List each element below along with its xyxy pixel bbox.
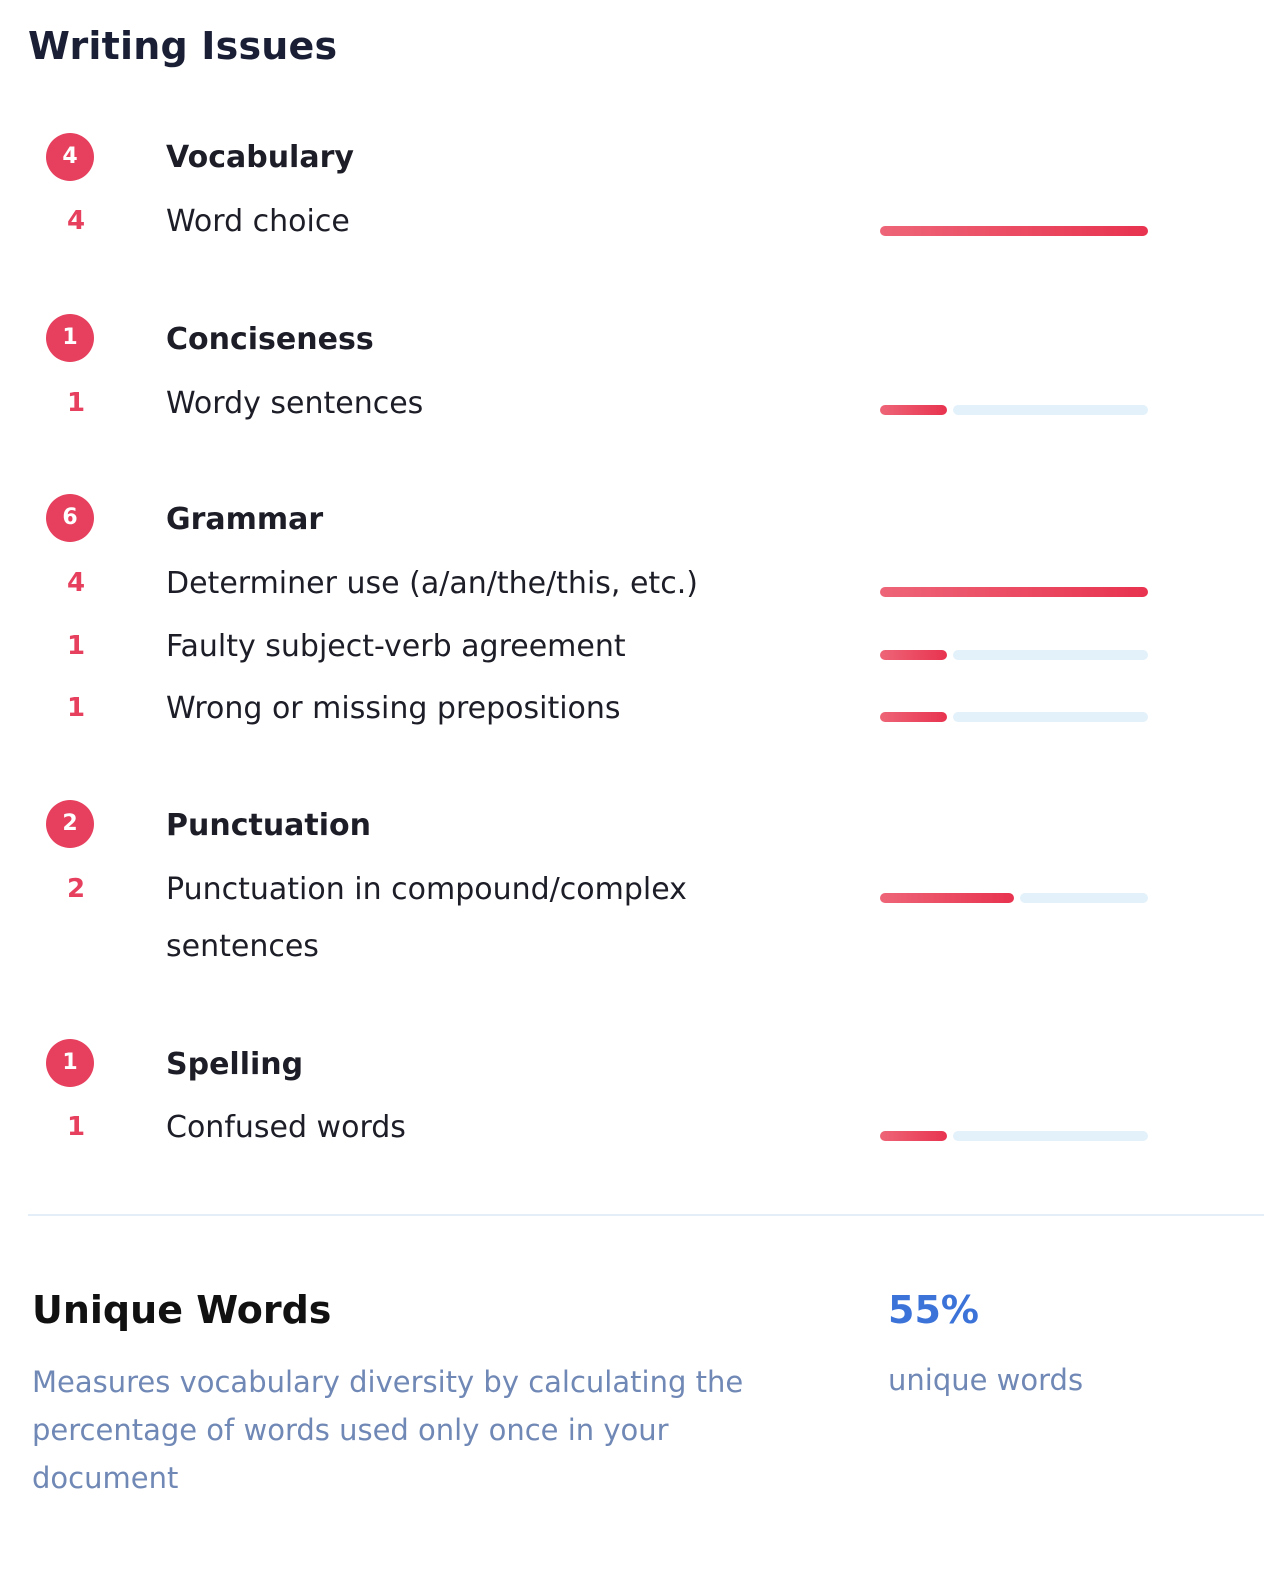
bar-fill — [880, 712, 947, 722]
category-title-spelling: Spelling — [166, 1047, 304, 1082]
bar-fill — [880, 405, 947, 415]
issue-label[interactable]: Wordy sentences — [166, 386, 424, 421]
issue-count: 1 — [66, 1112, 86, 1142]
bar-track — [953, 650, 1148, 660]
issue-label[interactable]: Determiner use (a/an/the/this, etc.) — [166, 566, 698, 601]
issue-bar — [880, 405, 1148, 415]
category-count-badge: 1 — [46, 314, 94, 362]
issue-label[interactable]: Faulty subject-verb agreement — [166, 629, 626, 664]
issue-bar — [880, 226, 1148, 236]
category-count-badge: 1 — [46, 1039, 94, 1087]
bar-track — [953, 1131, 1148, 1141]
category-title-grammar: Grammar — [166, 502, 324, 537]
issue-bar — [880, 1131, 1148, 1141]
category-title-conciseness: Conciseness — [166, 322, 374, 357]
issue-label[interactable]: Confused words — [166, 1110, 406, 1145]
category-title-punctuation: Punctuation — [166, 808, 372, 843]
issue-count: 4 — [66, 568, 86, 598]
bar-fill — [880, 226, 1148, 236]
unique-words-description: Measures vocabulary diversity by calcula… — [32, 1365, 744, 1495]
category-title-vocabulary: Vocabulary — [166, 140, 354, 175]
unique-words-caption: unique words — [888, 1363, 1084, 1397]
issue-bar — [880, 893, 1148, 903]
bar-fill — [880, 587, 1148, 597]
issue-label[interactable]: Wrong or missing prepositions — [166, 691, 621, 726]
page-title: Writing Issues — [28, 24, 338, 68]
issue-bar — [880, 712, 1148, 722]
category-count-badge: 6 — [46, 494, 94, 542]
bar-fill — [880, 893, 1014, 903]
bar-fill — [880, 650, 947, 660]
issue-label[interactable]: Word choice — [166, 204, 350, 239]
unique-words-value: 55% — [888, 1288, 979, 1332]
issue-label[interactable]: Punctuation in compound/complex sentence… — [166, 872, 687, 964]
issue-count: 2 — [66, 874, 86, 904]
issue-bar — [880, 587, 1148, 597]
issue-count: 1 — [66, 631, 86, 661]
bar-track — [1020, 893, 1148, 903]
issue-count: 4 — [66, 206, 86, 236]
category-count-badge: 4 — [46, 133, 94, 181]
unique-words-title: Unique Words — [32, 1288, 332, 1332]
category-count-badge: 2 — [46, 800, 94, 848]
issue-count: 1 — [66, 388, 86, 418]
bar-track — [953, 405, 1148, 415]
bar-fill — [880, 1131, 947, 1141]
issue-bar — [880, 650, 1148, 660]
bar-track — [953, 712, 1148, 722]
section-divider — [28, 1214, 1264, 1216]
issue-count: 1 — [66, 693, 86, 723]
